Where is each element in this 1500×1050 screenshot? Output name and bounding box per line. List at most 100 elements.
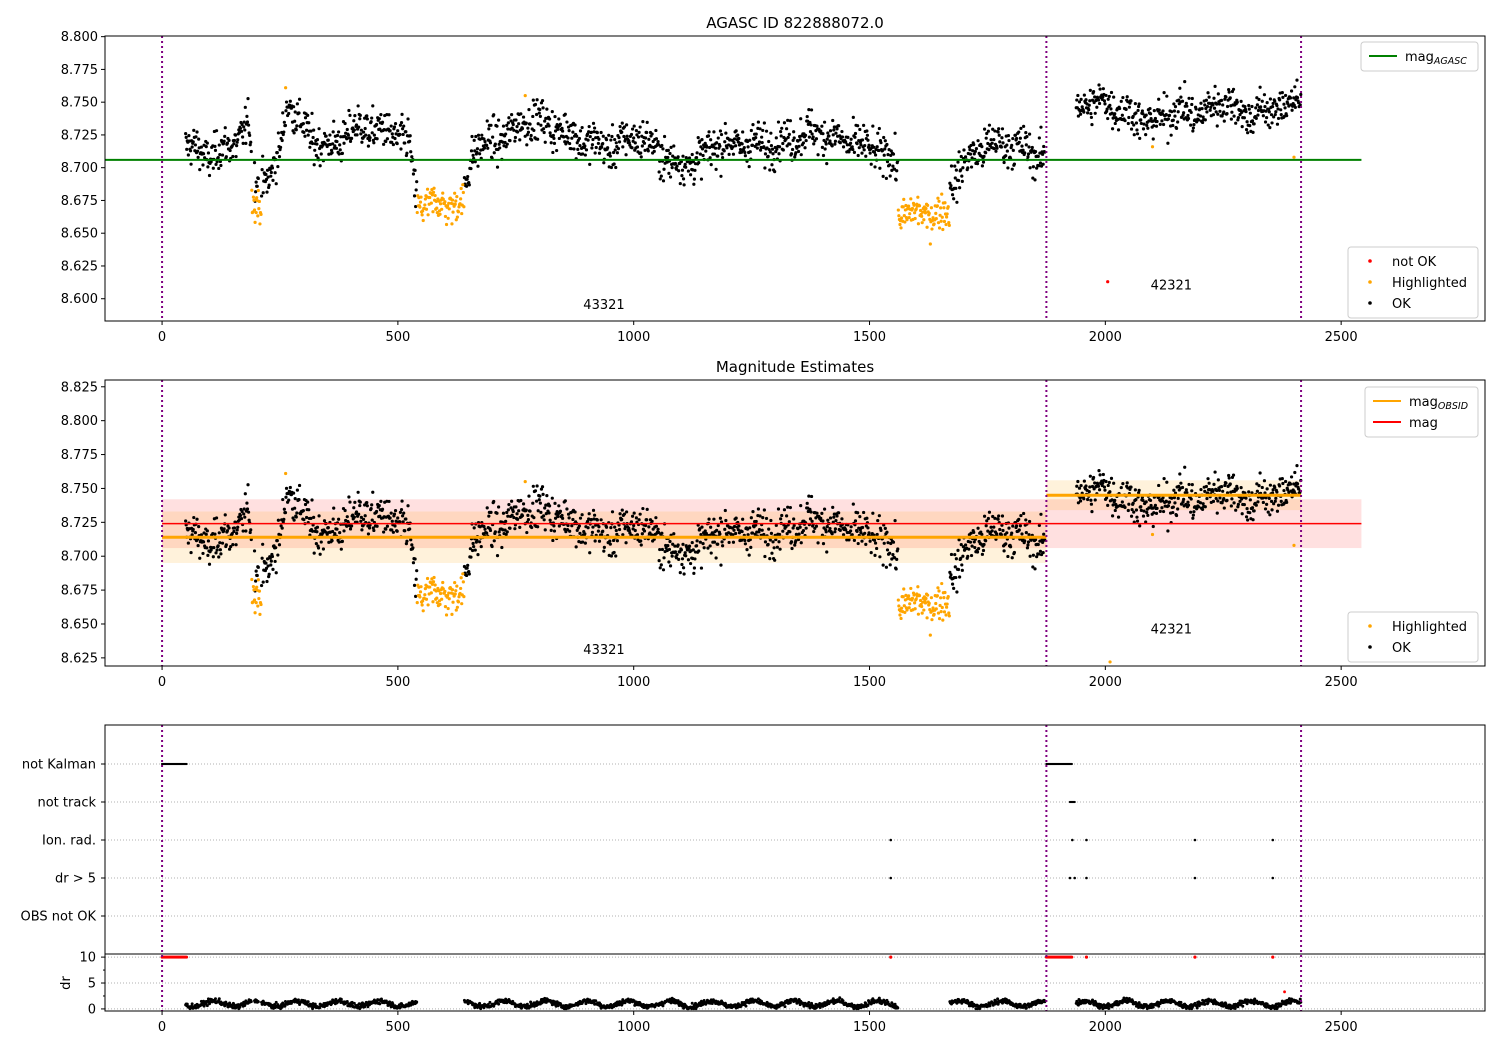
ok-point	[982, 127, 987, 131]
ok-point	[297, 483, 302, 488]
ok-point	[201, 540, 206, 544]
ok-point	[332, 506, 336, 510]
ok-point	[265, 168, 270, 172]
ok-point	[1257, 484, 1261, 488]
ok-point	[590, 146, 594, 150]
ok-point	[1200, 107, 1204, 111]
highlighted-point	[907, 606, 911, 610]
ok-point	[284, 109, 288, 113]
ok-point	[284, 495, 288, 499]
ok-point	[639, 543, 643, 547]
ok-point	[1157, 97, 1161, 101]
dr-point	[232, 1003, 236, 1007]
ok-point	[215, 548, 219, 552]
ok-point	[975, 550, 980, 554]
ok-point	[295, 488, 299, 492]
ok-point	[766, 542, 770, 547]
ok-point	[581, 540, 585, 544]
ok-point	[192, 128, 196, 132]
dr-axis-label: dr	[59, 976, 74, 990]
ok-point	[748, 150, 752, 154]
ok-point	[328, 133, 332, 137]
highlighted-point	[941, 227, 945, 232]
highlighted-point	[932, 222, 936, 226]
ok-point	[732, 140, 736, 145]
y-tick-label: 8.750	[61, 482, 98, 497]
ok-point	[849, 525, 853, 529]
highlighted-point	[902, 587, 906, 591]
ok-point	[694, 544, 699, 548]
ok-point	[1283, 93, 1288, 98]
ok-point	[1231, 87, 1236, 91]
ok-point	[352, 128, 356, 132]
ok-point	[583, 144, 587, 148]
legend-label: OK	[1392, 641, 1411, 656]
ok-point	[190, 533, 194, 537]
ok-point	[1197, 505, 1201, 509]
ok-point	[470, 548, 475, 553]
ok-point	[294, 515, 298, 519]
ok-point	[715, 528, 719, 532]
ok-point	[816, 541, 820, 545]
ok-point	[974, 146, 979, 151]
ok-point	[760, 140, 764, 145]
ok-point	[312, 163, 316, 167]
highlighted-point	[418, 595, 422, 599]
ok-point	[229, 545, 233, 549]
ok-point	[798, 525, 802, 529]
ok-point	[384, 527, 388, 531]
ok-point	[1170, 110, 1174, 114]
ok-point	[701, 541, 705, 546]
y-tick-label: 8.625	[61, 259, 98, 274]
ok-point	[864, 542, 868, 546]
ok-point	[761, 516, 765, 520]
ok-point	[278, 145, 283, 149]
ok-point	[488, 528, 493, 533]
ok-point	[488, 141, 493, 145]
highlighted-point	[902, 197, 906, 202]
ok-point	[409, 538, 413, 542]
ok-point	[736, 133, 740, 137]
ok-point	[803, 146, 807, 150]
ok-point	[1138, 136, 1142, 140]
ok-point	[483, 140, 487, 144]
ok-point	[1173, 105, 1178, 109]
ok-point	[340, 539, 344, 543]
ok-point	[622, 134, 626, 139]
ok-point	[885, 548, 890, 552]
ok-point	[350, 524, 354, 528]
ok-point	[588, 551, 592, 555]
ok-point	[246, 483, 250, 487]
ok-point	[657, 559, 661, 563]
ok-point	[1247, 490, 1251, 494]
ok-point	[841, 533, 846, 537]
ok-point	[673, 156, 677, 160]
highlighted-point	[456, 600, 461, 604]
ok-point	[865, 129, 869, 133]
ok-point	[654, 128, 658, 133]
ok-point	[625, 123, 629, 127]
ok-point	[1006, 133, 1011, 138]
ok-point	[472, 545, 476, 549]
ok-point	[588, 162, 592, 166]
ok-point	[709, 551, 713, 555]
ok-point	[969, 143, 973, 148]
ok-point	[580, 513, 584, 517]
ok-point	[679, 548, 683, 552]
ok-point	[1165, 480, 1169, 484]
highlighted-point	[940, 192, 944, 196]
ok-point	[519, 112, 523, 116]
flag-point	[1193, 876, 1197, 880]
ok-point	[1019, 513, 1023, 518]
ok-point	[982, 514, 987, 518]
ok-point	[565, 120, 569, 124]
ok-point	[708, 156, 712, 160]
ok-point	[727, 540, 731, 545]
ok-point	[213, 532, 217, 536]
dr-point	[352, 1001, 356, 1005]
ok-point	[533, 489, 538, 493]
ok-point	[697, 549, 701, 553]
ok-point	[757, 140, 762, 144]
ok-point	[277, 543, 282, 547]
